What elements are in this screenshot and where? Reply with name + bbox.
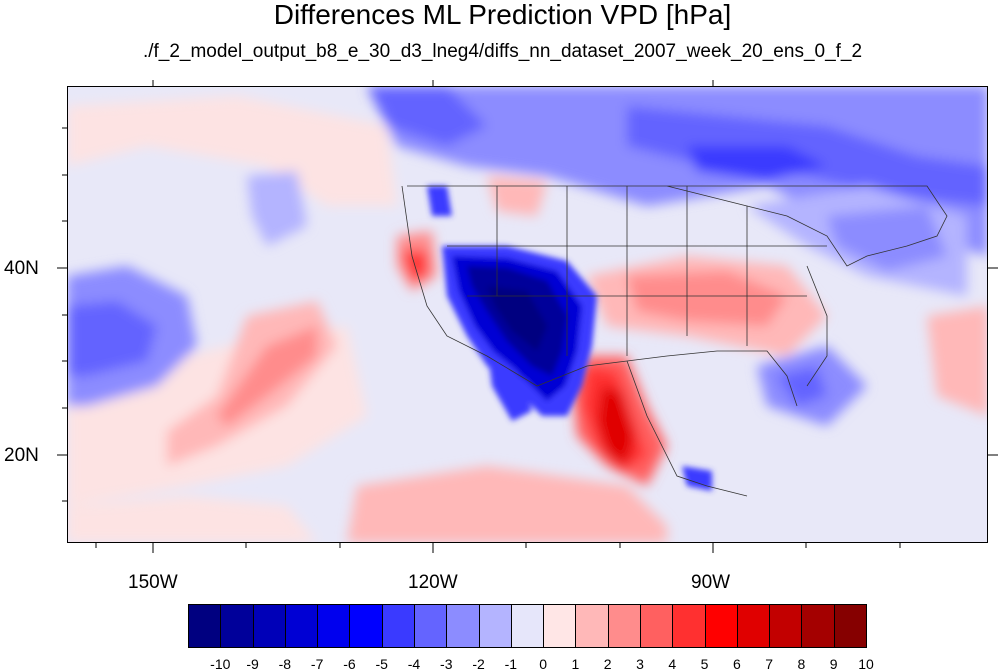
colorbar-swatch xyxy=(349,604,383,648)
lon-label-90w: 90W xyxy=(691,572,731,593)
map-field xyxy=(67,86,988,543)
colorbar-tick-label: 8 xyxy=(797,656,806,672)
colorbar-tick-label: -9 xyxy=(246,656,259,672)
lat-label-20n: 20N xyxy=(4,445,39,466)
colorbar-tick-label: 0 xyxy=(539,656,548,672)
colorbar xyxy=(188,604,867,648)
colorbar-tick-label: 1 xyxy=(571,656,580,672)
lat-label-40n: 40N xyxy=(4,258,39,279)
colorbar-swatch xyxy=(317,604,351,648)
colorbar-swatch xyxy=(220,604,254,648)
colorbar-tick-label: -1 xyxy=(504,656,518,672)
political-boundaries xyxy=(401,185,948,497)
colorbar-swatch xyxy=(833,604,867,648)
colorbar-swatch xyxy=(640,604,674,648)
colorbar-swatch xyxy=(381,604,415,648)
colorbar-tick-label: -10 xyxy=(210,656,231,672)
colorbar-swatch xyxy=(736,604,771,648)
colorbar-tick-label: 2 xyxy=(603,656,612,672)
colorbar-tick-label: 5 xyxy=(700,656,709,672)
colorbar-tick-label: -3 xyxy=(440,656,453,672)
colorbar-tick-label: -2 xyxy=(472,656,485,672)
colorbar-tick-label: 10 xyxy=(858,656,874,672)
colorbar-tick-label: -6 xyxy=(343,656,356,672)
colorbar-tick-label: 6 xyxy=(732,656,741,672)
colorbar-swatch xyxy=(769,604,803,648)
colorbar-swatch xyxy=(607,604,641,648)
pacific-pink-band xyxy=(67,96,397,206)
colorbar-tick-label: 7 xyxy=(765,656,774,672)
colorbar-swatch xyxy=(252,604,286,648)
colorbar-swatch xyxy=(446,604,480,648)
lon-label-150w: 150W xyxy=(128,572,178,593)
colorbar-swatch xyxy=(510,604,545,648)
colorbar-tick-label: -8 xyxy=(278,656,292,672)
colorbar-swatch xyxy=(801,604,835,648)
colorbar-swatch xyxy=(188,604,222,648)
colorbar-swatch xyxy=(543,604,577,648)
colorbar-tick-label: 4 xyxy=(668,656,677,672)
map-subtitle: ./f_2_model_output_b8_e_30_d3_lneg4/diff… xyxy=(142,41,863,62)
colorbar-swatch xyxy=(704,604,738,648)
colorbar-tick-label: 3 xyxy=(636,656,644,672)
colorbar-swatch xyxy=(284,604,319,648)
lon-label-120w: 120W xyxy=(408,572,458,593)
colorbar-tick-label: -4 xyxy=(407,656,421,672)
colorbar-swatch xyxy=(575,604,609,648)
colorbar-tick-label: -7 xyxy=(310,656,324,672)
colorbar-swatch xyxy=(414,604,448,648)
colorbar-tick-label: -5 xyxy=(375,656,388,672)
colorbar-swatch xyxy=(672,604,706,648)
colorbar-swatch xyxy=(478,604,512,648)
map-title: Differences ML Prediction VPD [hPa] xyxy=(273,0,732,30)
vpd-difference-map xyxy=(67,86,988,543)
colorbar-tick-label: 9 xyxy=(829,656,838,672)
